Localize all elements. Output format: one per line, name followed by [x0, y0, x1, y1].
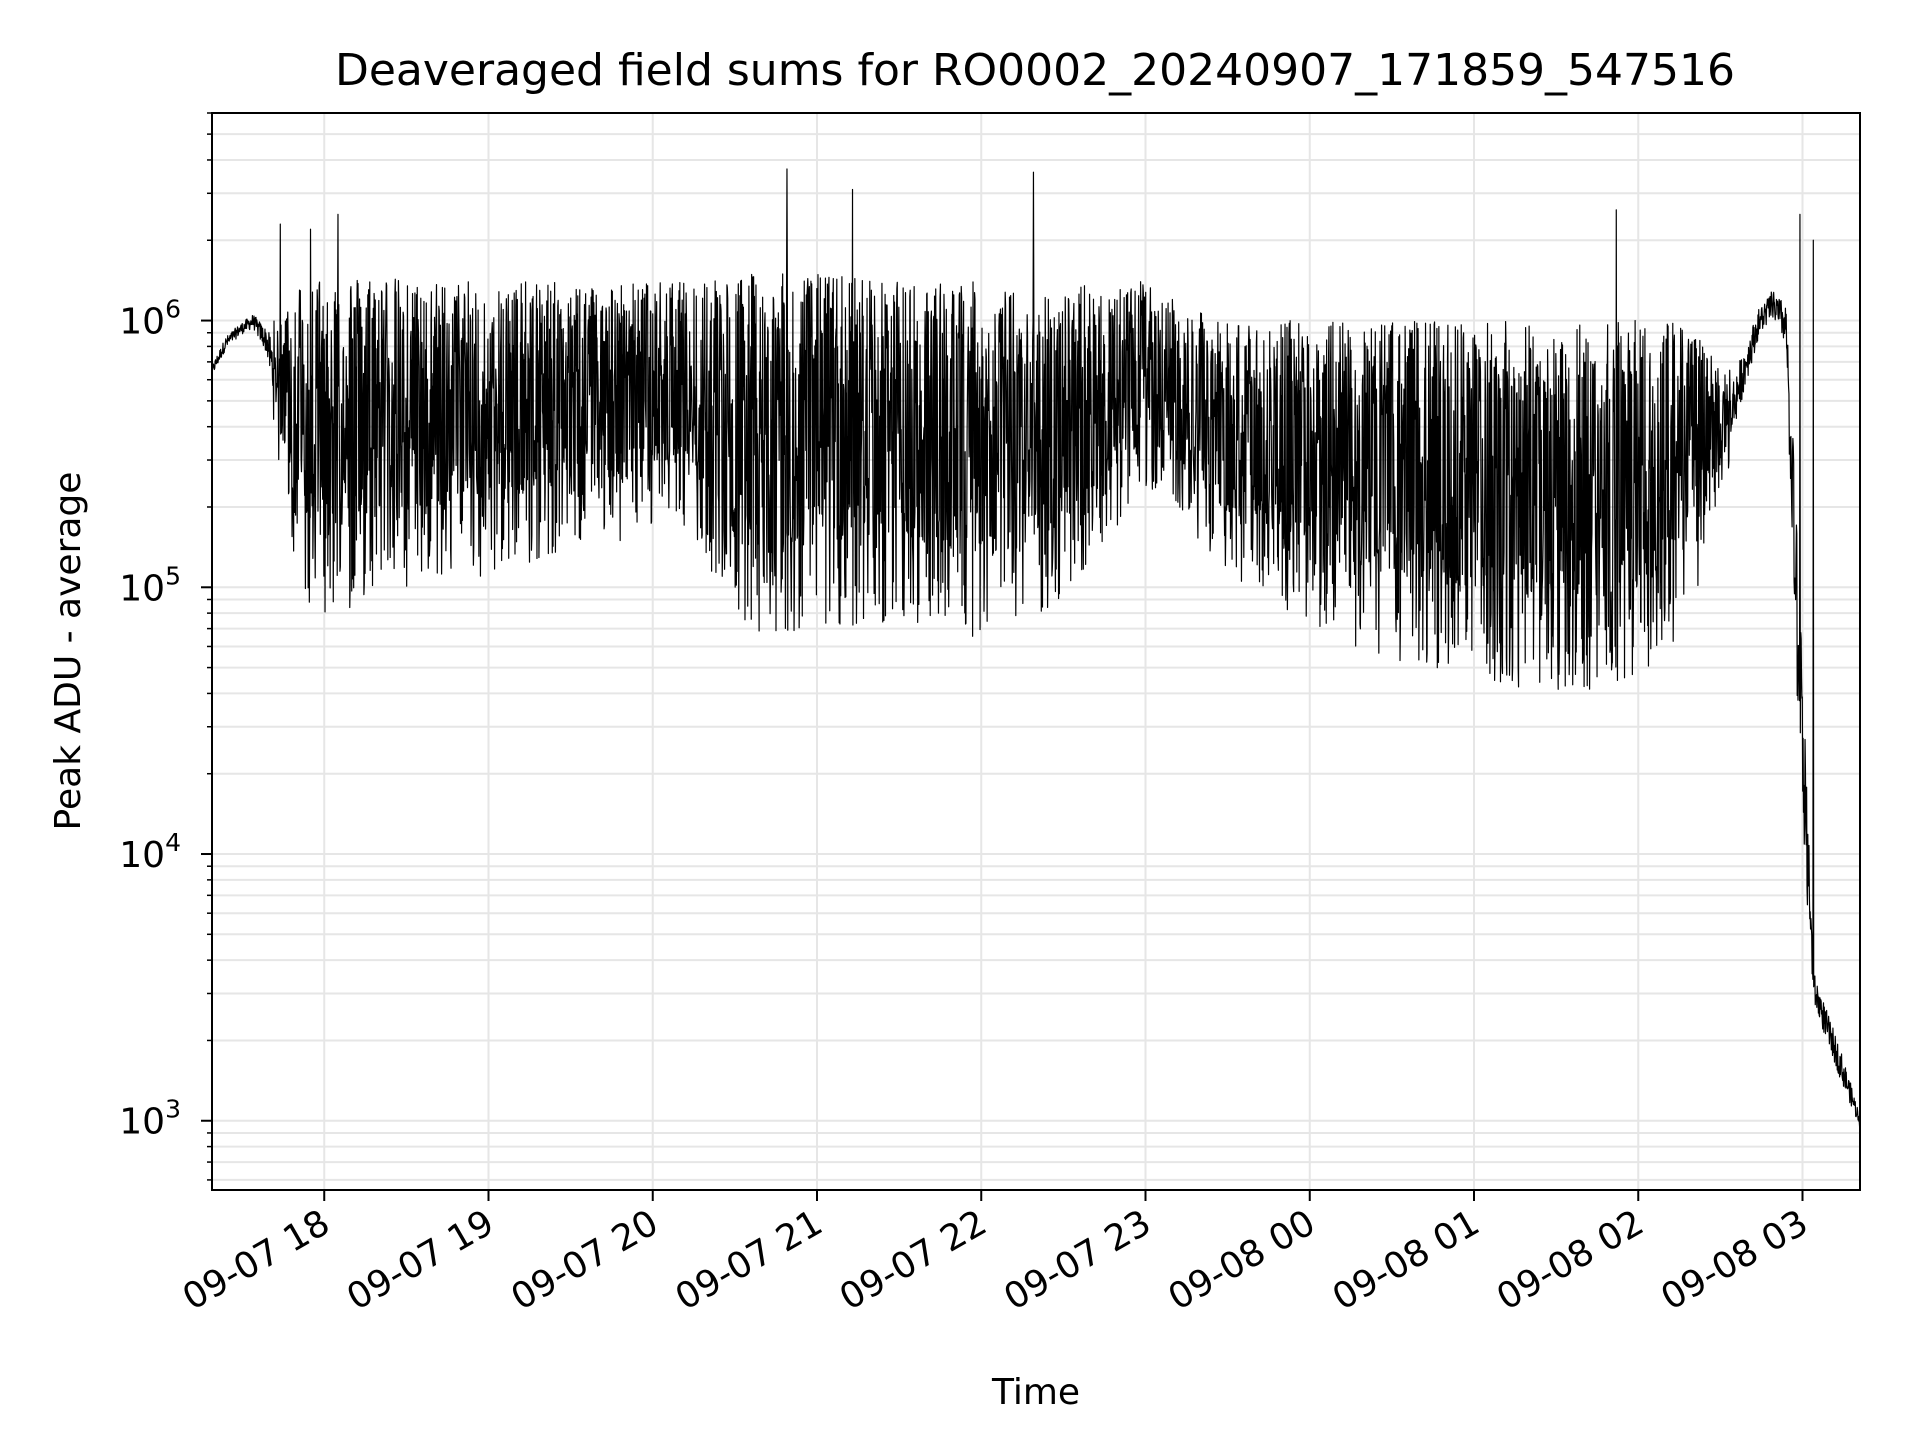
y-axis-label: Peak ADU - average	[48, 472, 89, 831]
grid-lines	[212, 112, 1860, 1190]
y-tick-label: 106	[119, 295, 181, 343]
plot-area	[211, 168, 1861, 1128]
axes-frame	[211, 112, 1861, 1191]
data-series-line	[211, 168, 1861, 1128]
y-tick-label: 103	[119, 1095, 181, 1143]
y-tick-label: 105	[119, 561, 181, 609]
x-axis-label: Time	[991, 1372, 1080, 1413]
chart-title: Deaveraged field sums for RO0002_2024090…	[335, 45, 1735, 96]
y-tick-label: 104	[119, 828, 181, 876]
